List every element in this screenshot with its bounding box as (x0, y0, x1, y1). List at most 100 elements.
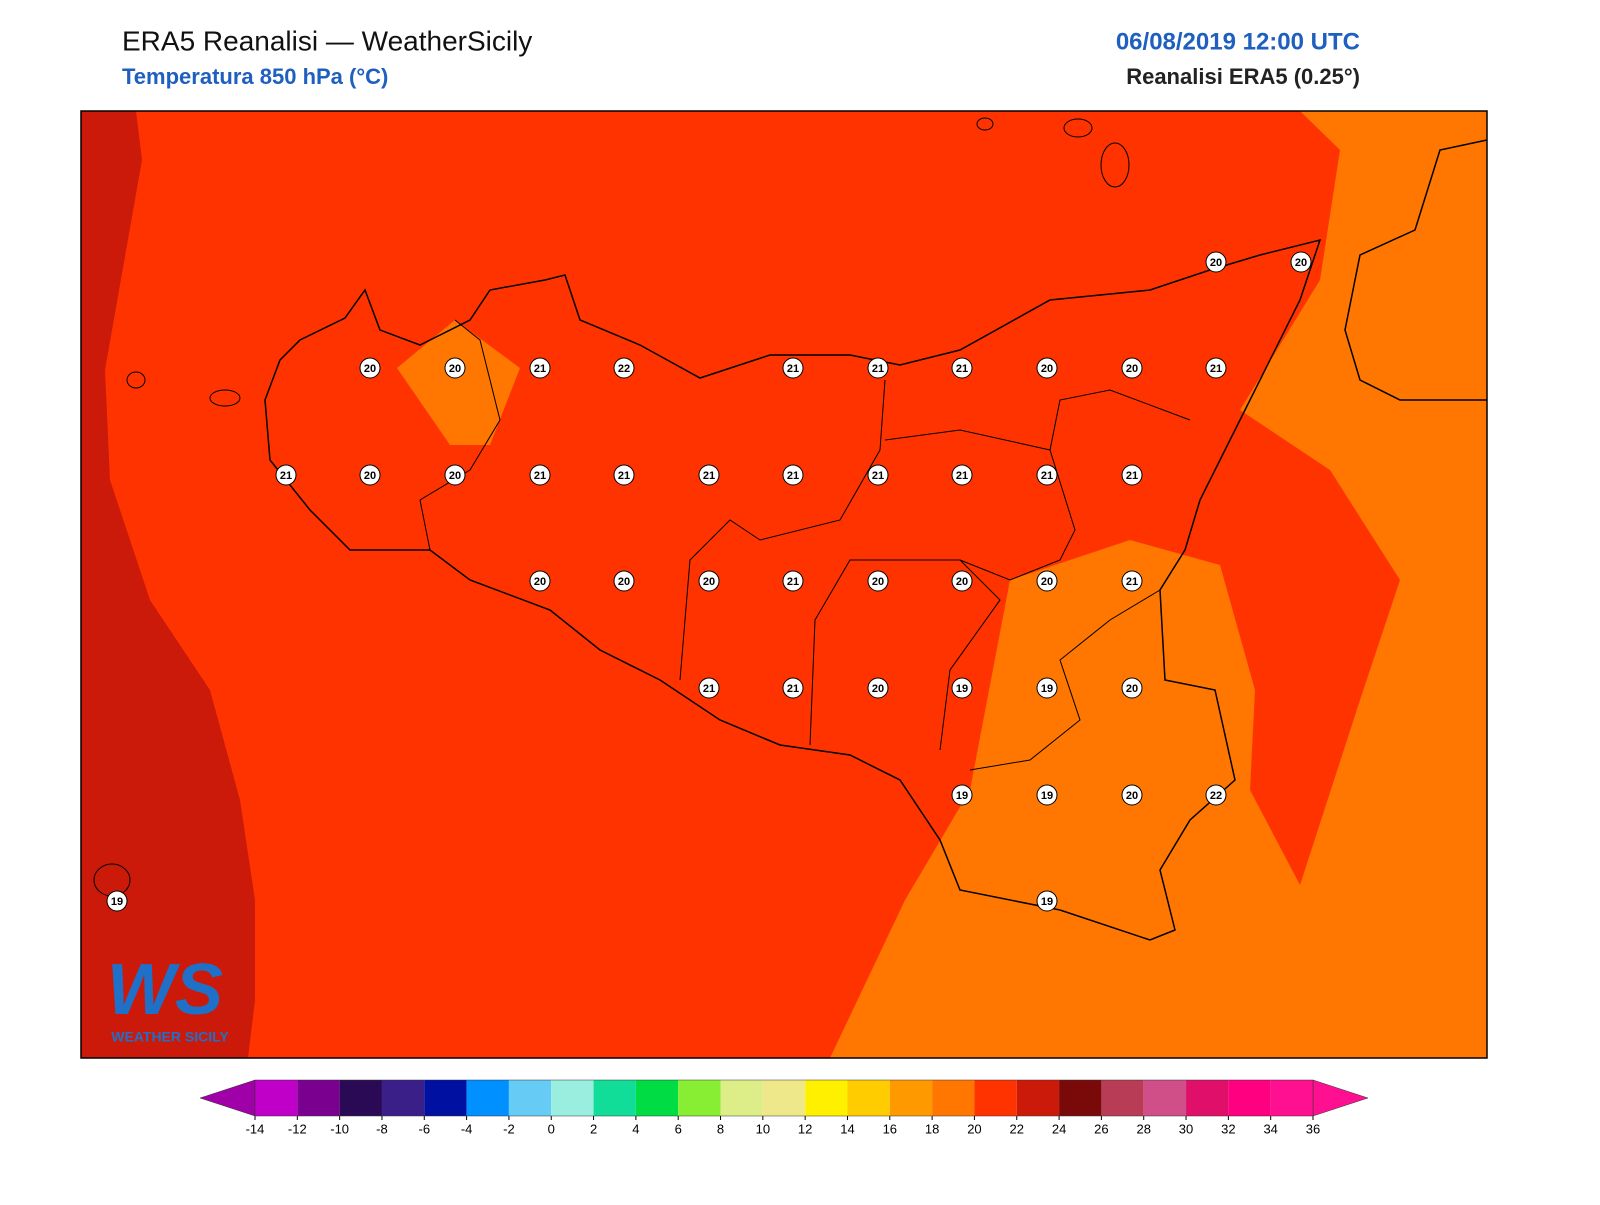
colorbar-bin (551, 1080, 594, 1116)
station-value: 21 (787, 683, 799, 695)
field-20 (397, 320, 520, 445)
colorbar-bin (255, 1080, 298, 1116)
colorbar-tick-label: 22 (1010, 1121, 1024, 1136)
island (126, 371, 146, 389)
station-value: 21 (1041, 470, 1053, 482)
station-value: 20 (956, 576, 968, 588)
province-border (884, 389, 1191, 451)
colorbar-tick-label: 14 (840, 1121, 854, 1136)
logo-text: WEATHER SICILY (111, 1029, 229, 1045)
station-value: 20 (364, 470, 376, 482)
station-marker (698, 677, 720, 699)
island (1063, 118, 1093, 138)
colorbar-bin (889, 1080, 933, 1116)
colorbar-tick-label: 28 (1136, 1121, 1150, 1136)
station-marker (951, 677, 973, 699)
station-value: 21 (1126, 470, 1138, 482)
station-marker (782, 677, 804, 699)
colorbar-bin (932, 1080, 975, 1116)
station-marker (782, 464, 804, 486)
colorbar-bin (678, 1080, 721, 1116)
island (209, 389, 241, 407)
station-value: 20 (1126, 363, 1138, 375)
station-marker (1036, 357, 1058, 379)
station-marker (529, 570, 551, 592)
province-border (969, 589, 1161, 771)
colorbar-tick-label: -10 (330, 1121, 349, 1136)
station-marker (275, 464, 297, 486)
colorbar-bin (424, 1080, 467, 1116)
colorbar-over (1312, 1079, 1369, 1117)
station-marker (951, 570, 973, 592)
station-marker (613, 570, 635, 592)
station-value: 21 (872, 363, 884, 375)
station-marker (444, 464, 466, 486)
colorbar-tick-label: 8 (717, 1121, 724, 1136)
colorbar-tick-label: -4 (461, 1121, 473, 1136)
station-marker (867, 677, 889, 699)
station-marker (1290, 251, 1312, 273)
station-value: 20 (872, 576, 884, 588)
colorbar-frame (254, 1079, 1314, 1117)
station-value: 20 (1041, 363, 1053, 375)
colorbar-bin (1016, 1080, 1060, 1116)
coastline (1344, 139, 1488, 401)
colorbar-bin (1059, 1080, 1102, 1116)
station-marker (1036, 677, 1058, 699)
station-marker (1205, 251, 1227, 273)
station-value: 19 (1041, 683, 1053, 695)
province-border (419, 319, 501, 551)
station-marker (1121, 464, 1143, 486)
source: Reanalisi ERA5 (0.25°) (1126, 64, 1360, 89)
station-value: 20 (1126, 683, 1138, 695)
colorbar-tick-label: 6 (675, 1121, 682, 1136)
station-value: 21 (280, 470, 292, 482)
station-value: 21 (956, 363, 968, 375)
station-marker (867, 357, 889, 379)
station-marker (1036, 890, 1058, 912)
station-value: 21 (872, 470, 884, 482)
station-marker (1121, 677, 1143, 699)
colorbar-tick-label: 0 (548, 1121, 555, 1136)
station-value: 21 (534, 363, 546, 375)
station-value: 20 (872, 683, 884, 695)
colorbar-bin (593, 1080, 636, 1116)
colorbar-tick-label: 36 (1306, 1121, 1320, 1136)
colorbar-tick-label: 32 (1221, 1121, 1235, 1136)
colorbar-tick-label: 30 (1179, 1121, 1193, 1136)
station-marker (951, 464, 973, 486)
colorbar-bin (1101, 1080, 1144, 1116)
station-value: 20 (449, 363, 461, 375)
field-20 (830, 111, 1487, 1058)
colorbar-tick-label: 12 (798, 1121, 812, 1136)
colorbar-bin (1270, 1080, 1313, 1116)
colorbar-bin (762, 1080, 806, 1116)
station-marker (529, 357, 551, 379)
station-marker (359, 464, 381, 486)
station-value: 20 (449, 470, 461, 482)
logo: WS WEATHER SICILY (107, 950, 229, 1045)
station-marker (1036, 570, 1058, 592)
station-marker (1121, 570, 1143, 592)
station-value: 19 (1041, 896, 1053, 908)
station-marker (1036, 784, 1058, 806)
station-value: 19 (956, 683, 968, 695)
colorbar-tick-label: 20 (967, 1121, 981, 1136)
station-marker (1121, 784, 1143, 806)
colorbar-tick-label: -2 (503, 1121, 515, 1136)
station-value: 21 (956, 470, 968, 482)
station-value: 21 (1126, 576, 1138, 588)
province-border (679, 379, 886, 681)
colorbar-tick-label: -8 (376, 1121, 388, 1136)
colorbar-bin (297, 1080, 340, 1116)
colorbar-tick-label: -14 (246, 1121, 265, 1136)
title: ERA5 Reanalisi — WeatherSicily (122, 25, 532, 56)
station-marker (613, 357, 635, 379)
colorbar-bin (339, 1080, 382, 1116)
station-value: 21 (618, 470, 630, 482)
colorbar-bin (1143, 1080, 1187, 1116)
station-value: 21 (787, 363, 799, 375)
colorbar-tick-label: 10 (756, 1121, 770, 1136)
station-value: 20 (1210, 257, 1222, 269)
